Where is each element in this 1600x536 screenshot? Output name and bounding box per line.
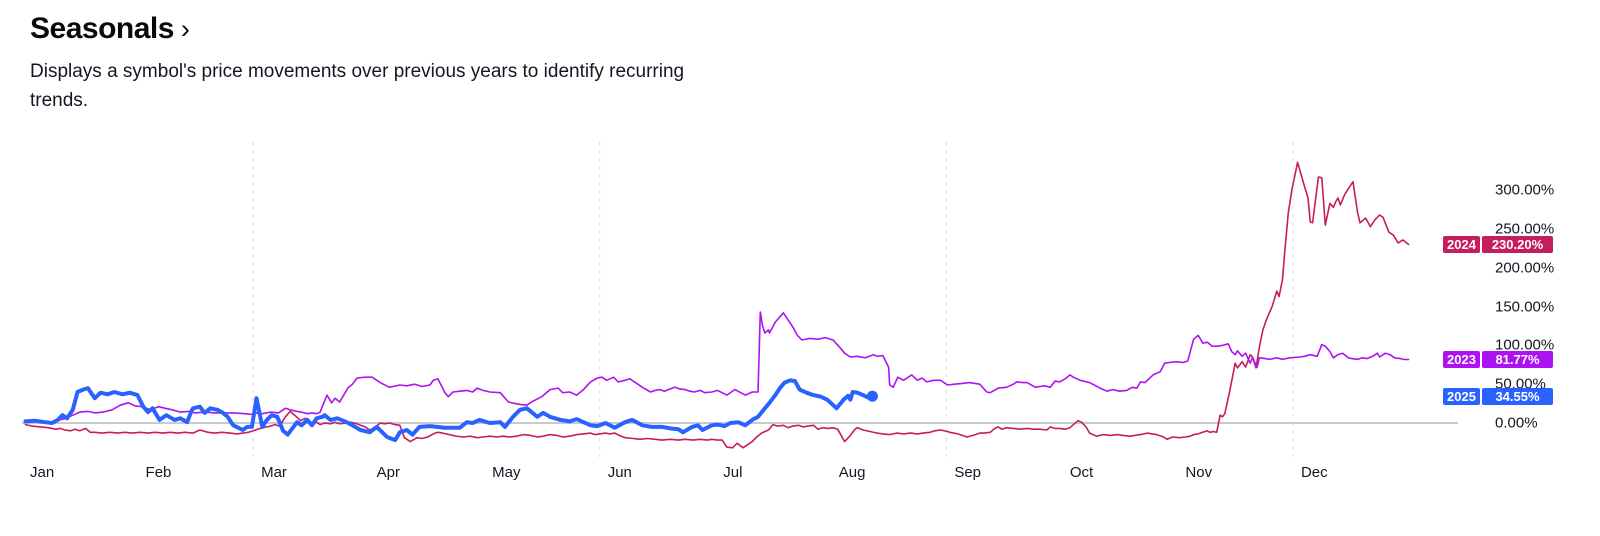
y-axis-label-0: 0.00% xyxy=(1495,414,1538,432)
series-line-2025 xyxy=(23,378,875,443)
y-axis-label-250: 250.00% xyxy=(1495,220,1555,238)
x-axis-label-dec: Dec xyxy=(1300,464,1328,481)
legend-year-label: 2025 xyxy=(1443,387,1480,405)
legend-year-label: 2023 xyxy=(1443,351,1480,369)
x-axis-label-feb: Feb xyxy=(145,464,172,481)
widget-header: Seasonals › Displays a symbol's price mo… xyxy=(30,12,750,115)
legend-badge-2024[interactable]: 2024 230.20% xyxy=(1443,235,1553,253)
y-axis-label-100: 100.00% xyxy=(1495,336,1555,354)
x-axis-label-jun: Jun xyxy=(607,464,632,481)
x-axis-label-apr: Apr xyxy=(376,464,400,481)
y-axis-label-150: 150.00% xyxy=(1495,298,1555,316)
legend-year-label: 2024 xyxy=(1443,235,1480,253)
chevron-right-icon: › xyxy=(180,14,190,44)
x-axis-label-mar: Mar xyxy=(261,464,287,481)
widget-description: Displays a symbol's price movements over… xyxy=(30,61,685,111)
series-line-2023 xyxy=(24,311,1410,424)
series-line-2024 xyxy=(24,161,1410,449)
page-title: Seasonals xyxy=(30,12,174,45)
x-axis-label-oct: Oct xyxy=(1069,464,1094,481)
current-value-dot xyxy=(866,390,878,402)
x-axis-label-sep: Sep xyxy=(954,464,982,481)
legend-value-label: 230.20% xyxy=(1482,235,1553,253)
legend-badge-2023[interactable]: 2023 81.77% xyxy=(1443,351,1553,369)
legend-value-label: 34.55% xyxy=(1482,387,1553,405)
legend-badge-2025[interactable]: 2025 34.55% xyxy=(1443,387,1553,405)
legend-value-label: 81.77% xyxy=(1482,351,1553,369)
y-axis-label-200: 200.00% xyxy=(1495,259,1555,277)
x-axis-label-nov: Nov xyxy=(1185,464,1213,481)
seasonals-title-link[interactable]: Seasonals › xyxy=(30,12,190,45)
x-axis-label-jul: Jul xyxy=(723,464,743,481)
x-axis-label-may: May xyxy=(492,464,521,481)
y-axis-label-300: 300.00% xyxy=(1495,181,1555,199)
x-axis-label-aug: Aug xyxy=(838,464,866,481)
x-axis-label-jan: Jan xyxy=(30,464,55,481)
